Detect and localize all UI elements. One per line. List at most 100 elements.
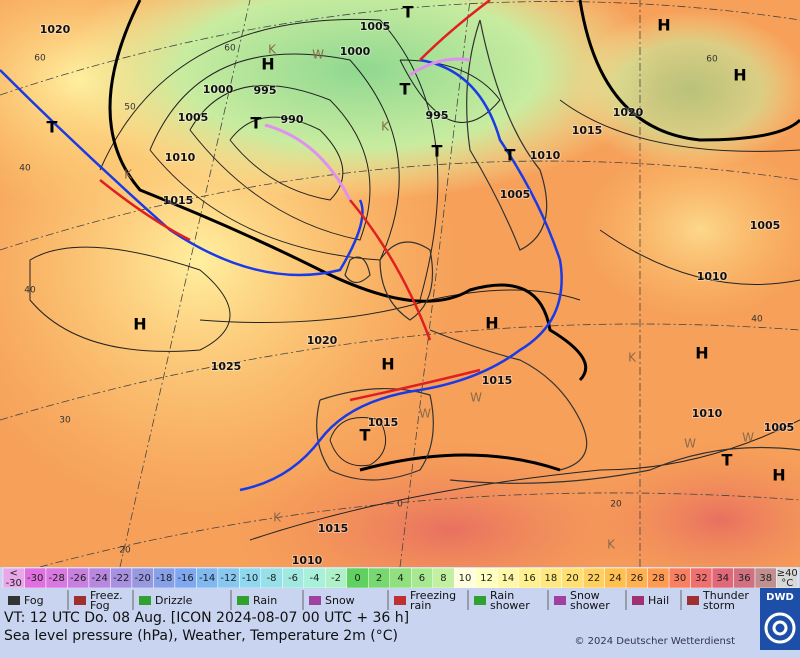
logo-text: DWD [766,592,794,603]
scale-label: 14 [502,573,515,584]
legend-label: Drizzle [155,594,193,607]
latitude-label: 40 [19,164,31,174]
pressure-center: T [432,142,443,161]
legend-symbol [139,596,151,605]
legend-label: Snow [325,594,355,607]
scale-label: -10 [242,573,258,584]
scale-label: 10 [459,573,472,584]
warm-front [349,199,432,341]
legend-symbol [632,596,644,605]
legend-label: Fog [24,594,44,607]
pressure-label: 1000 [203,83,234,96]
temp-field [570,440,800,600]
pressure-label: 1005 [500,188,531,201]
scale-label: 0 [354,573,360,584]
pressure-label: 1010 [530,149,561,162]
pressure-center: H [485,314,498,333]
logo-swirl [772,620,788,636]
scale-label: 16 [523,573,536,584]
air-mass-label: W [742,431,754,445]
pressure-center: T [400,80,411,99]
pressure-label: 1010 [165,151,196,164]
pressure-center: T [251,114,262,133]
air-mass-label: K [273,511,282,525]
scale-label: -20 [134,573,150,584]
air-mass-label: K [381,120,390,134]
scale-label: 12 [480,573,493,584]
pressure-center: H [133,315,146,334]
pressure-label: 1005 [178,111,209,124]
air-mass-label: K [607,538,616,552]
legend-symbol [394,596,406,605]
latitude-label: 40 [751,315,763,325]
coastlines [316,19,800,484]
scale-label: 4 [397,573,403,584]
pressure-center: T [47,118,58,137]
scale-label: -8 [267,573,277,584]
legend-label: Freez. Fog [90,589,123,612]
air-mass-label: W [684,437,696,451]
legend-symbol [554,596,566,605]
pressure-label: 1015 [163,194,194,207]
pressure-center: H [733,66,746,85]
scale-label: 34 [716,573,729,584]
pressure-label: 995 [426,109,449,122]
pressure-label: 1010 [692,407,723,420]
scale-label: 18 [545,573,558,584]
air-mass-label: W [470,391,482,405]
legend-label: Rain [253,594,277,607]
scale-label: < -30 [6,568,22,589]
legend-label: Thunder storm [702,589,749,612]
pressure-label: 1020 [613,106,644,119]
scale-label: 24 [609,573,622,584]
pressure-center: H [381,355,394,374]
scale-label: -24 [92,573,108,584]
legend-label: Rain shower [490,589,530,612]
pressure-label: 1015 [318,522,349,535]
pressure-label: 1020 [307,334,338,347]
latitude-label: 50 [124,103,136,113]
graticule [0,0,800,568]
latitude-label: 0 [397,500,403,510]
warm-front [419,0,491,61]
pressure-center: T [505,146,516,165]
copyright: © 2024 Deutscher Wetterdienst [574,636,735,647]
temperature-scale: < -30 -30 -28 -26 -24 -22 -20 -18 -16 -14 -12 -10 -8-… [0,567,800,589]
scale-label: -4 [310,573,320,584]
scale-label: -16 [177,573,193,584]
pressure-label: 1015 [482,374,513,387]
thick-isobars [108,0,800,472]
isobars [29,18,800,541]
occlusion [264,123,352,201]
scale-label: 20 [566,573,579,584]
cold-front [239,58,563,492]
pressure-center: H [261,55,274,74]
scale-label: ≥40 °C [777,568,798,589]
scale-label: -12 [220,573,236,584]
legend-symbol [474,596,486,605]
pressure-label: 1005 [750,219,781,232]
pressure-label: 990 [281,113,304,126]
pressure-center: H [657,16,670,35]
legend-label: Snow shower [570,589,610,612]
pressure-label: 1005 [764,421,795,434]
pressure-center: T [403,3,414,22]
latitude-label: 30 [59,416,71,426]
scale-label: -18 [156,573,172,584]
logo-swirl [764,612,796,644]
scale-label: 38 [759,573,772,584]
latitude-label: 40 [24,286,36,296]
pressure-label: 1010 [697,270,728,283]
scale-label: -14 [199,573,215,584]
pressure-label: 995 [254,84,277,97]
legend-symbol [687,596,699,605]
scale-label: -22 [113,573,129,584]
pressure-label: 1015 [368,416,399,429]
pressure-label: 1015 [572,124,603,137]
air-mass-label: K [628,351,637,365]
air-mass-label: W [312,48,324,62]
legend-label: Hail [648,594,669,607]
pressure-label: 1010 [292,554,323,567]
pressure-center: H [772,466,785,485]
